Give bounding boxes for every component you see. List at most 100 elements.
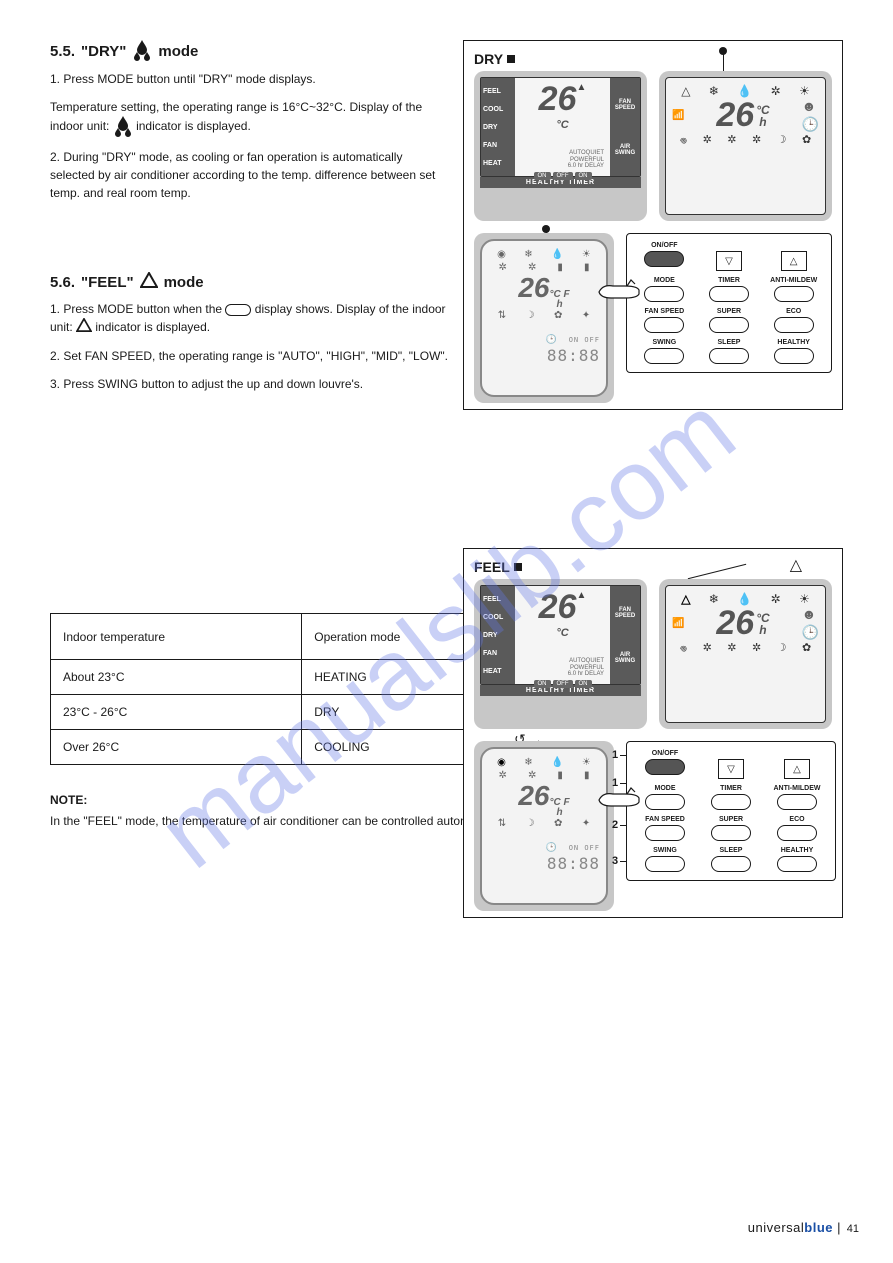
swirl-icon: 𖦹 — [680, 641, 687, 656]
triangle-icon — [76, 318, 92, 337]
feel-icon: ◉ — [497, 249, 506, 260]
lcd-bot: ONOFFON — [515, 678, 610, 690]
hand-pointer-icon — [597, 276, 641, 302]
title-suffix: mode — [158, 43, 198, 60]
table-cell: 23°C - 26°C — [51, 695, 302, 730]
super-label: SUPER — [703, 816, 759, 823]
healthy-button[interactable] — [777, 856, 817, 872]
fan-icon: ✲ — [752, 133, 761, 148]
moon-icon: ☽ — [526, 310, 535, 321]
fan-icon: ✲ — [499, 770, 507, 781]
up-button[interactable]: △ — [784, 759, 810, 779]
fan-icon: ✲ — [771, 592, 781, 606]
remote-h: h — [550, 808, 570, 818]
lcd-panel-1: FEEL COOL DRY FAN HEAT 26▲°C AUTOQUIET P… — [474, 71, 647, 221]
sun-icon: ☀ — [799, 592, 810, 606]
face-icon: ☻ — [802, 98, 819, 114]
footer-brand: universalblue | — [748, 1220, 841, 1235]
lcd-bot-off: OFF — [553, 680, 573, 688]
leaf-icon: ✿ — [802, 641, 811, 656]
dry-para-1: 1. Press MODE button until "DRY" mode di… — [50, 70, 450, 88]
swing-button[interactable] — [645, 856, 685, 872]
droplet-icon — [132, 40, 152, 62]
up-button[interactable]: △ — [781, 251, 807, 271]
lcd-bot: ONOFFON — [515, 170, 610, 182]
remote-digits: 🕒 ON OFF 88:88 — [488, 835, 600, 873]
lcd-sub2: POWERFUL — [515, 157, 610, 164]
super-button[interactable] — [709, 317, 749, 333]
unit-c: °C — [756, 612, 769, 624]
lcd-temp-value: 26 — [539, 80, 577, 118]
timer-button[interactable] — [711, 794, 751, 810]
fanspeed-button[interactable] — [644, 317, 684, 333]
healthy-button[interactable] — [774, 348, 814, 364]
fanspeed-label: FAN SPEED — [637, 308, 692, 315]
clock-icon: 🕒 — [802, 116, 819, 133]
moon-icon: ☽ — [526, 818, 535, 829]
triangle-icon: △ — [681, 592, 690, 606]
fan-icon: ✲ — [752, 641, 761, 656]
unit-lcd: △ ❄ 💧 ✲ ☀ 📶 26 °Ch ☻🕒 — [665, 585, 826, 723]
signal-icon: ▮ — [584, 770, 590, 781]
antimildew-label: ANTI-MILDEW — [769, 785, 825, 792]
super-button[interactable] — [711, 825, 751, 841]
mode-label: MODE — [637, 277, 692, 284]
remote-control: ON/OFF ▽ △ MODE TIMER ANTI-MILDEW FAN SP… — [626, 741, 836, 881]
unit-icon-row-bot: 𖦹 ✲ ✲ ✲ ☽ ✿ — [672, 641, 819, 656]
unit-lcd: △ ❄ 💧 ✲ ☀ 📶 26 °Ch ☻🕒 — [665, 77, 826, 215]
sleep-button[interactable] — [711, 856, 751, 872]
sleep-button[interactable] — [709, 348, 749, 364]
swing-button[interactable] — [644, 348, 684, 364]
remote-icon-row: ⇅☽✿✦ — [488, 818, 600, 829]
onoff-button[interactable] — [645, 759, 685, 775]
mode-button[interactable] — [644, 286, 684, 302]
eco-button[interactable] — [774, 317, 814, 333]
eco-button[interactable] — [777, 825, 817, 841]
lcd-mode: HEAT — [483, 668, 513, 675]
triangle-icon — [140, 272, 158, 292]
fanspeed-button[interactable] — [645, 825, 685, 841]
antimildew-button[interactable] — [774, 286, 814, 302]
feel-badge-icon — [225, 304, 251, 316]
lcd-mode: FEEL — [483, 88, 513, 95]
swing-icon: ⇅ — [498, 310, 506, 321]
onoff-button[interactable] — [644, 251, 684, 267]
lcd-air-swing: AIR SWING — [612, 144, 638, 156]
sun-icon: ☀ — [582, 757, 591, 768]
lcd-bot-on: ON — [534, 680, 551, 688]
lcd-air-swing: AIR SWING — [612, 652, 638, 664]
droplet-icon: 💧 — [551, 757, 563, 768]
sleep-label: SLEEP — [703, 847, 759, 854]
lcd-temp: 26▲°C — [515, 78, 610, 150]
antimildew-button[interactable] — [777, 794, 817, 810]
dry-mode-label: DRY — [474, 51, 647, 67]
remote-icon-row: ◉❄💧☀ — [488, 757, 600, 768]
unit-temp: 26 °Ch — [684, 100, 801, 131]
hand-pointer-icon — [597, 784, 641, 810]
dry-para-2: Temperature setting, the operating range… — [50, 98, 450, 138]
fan-icon: ✲ — [703, 133, 712, 148]
feel-para-1: 1. Press MODE button when the display sh… — [50, 300, 450, 337]
lcd-center: 26▲°C AUTOQUIET POWERFUL 6.0 hr DELAY ON… — [515, 78, 610, 176]
lcd-temp: 26▲°C — [515, 586, 610, 658]
sleep-label: SLEEP — [702, 339, 757, 346]
signal-icon: ▮ — [584, 262, 590, 273]
lcd-right: FAN SPEED AIR SWING — [610, 586, 640, 684]
mode-button[interactable] — [645, 794, 685, 810]
face-icon: ☻ — [802, 606, 819, 622]
remote-lcd: ◉❄💧☀ ✲✲▮▮ 26°C Fh ⇅☽✿✦ 🕒 ON OFF 88:88 — [480, 747, 608, 905]
lcd-display: FEEL COOL DRY FAN HEAT 26▲°C AUTOQUIET P… — [480, 585, 641, 685]
feel-para-3: 3. Press SWING button to adjust the up a… — [50, 375, 450, 393]
remote-button-grid: ON/OFF ▽ △ MODE TIMER ANTI-MILDEW FAN SP… — [637, 750, 825, 872]
clock-icon: 🕒 — [546, 335, 558, 345]
swing-icon: ⇅ — [498, 818, 506, 829]
down-button[interactable]: ▽ — [718, 759, 744, 779]
timer-button[interactable] — [709, 286, 749, 302]
down-button[interactable]: ▽ — [716, 251, 742, 271]
remote-display-panel: ◉❄💧☀ ✲✲▮▮ 26°C Fh ⇅☽✿✦ 🕒 ON OFF 88:88 — [474, 741, 614, 911]
triangle-icon: △ — [790, 555, 802, 575]
lcd-mode: COOL — [483, 106, 513, 113]
feel-para-2: 2. Set FAN SPEED, the operating range is… — [50, 347, 450, 365]
lcd-bot-on: ON — [534, 172, 551, 180]
feel-para-1-post: indicator is displayed. — [95, 320, 210, 334]
